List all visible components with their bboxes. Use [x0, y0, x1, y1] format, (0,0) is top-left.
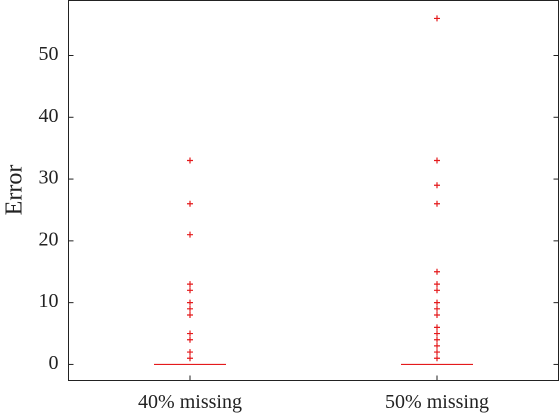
x-tick-label: 50% missing: [385, 391, 489, 413]
outlier: [434, 281, 440, 288]
outlier: [434, 200, 440, 207]
outlier: [187, 355, 193, 362]
outlier: [434, 182, 440, 189]
outlier: [187, 349, 193, 356]
outlier: [187, 157, 193, 164]
outlier: [434, 355, 440, 362]
outlier: [434, 15, 440, 22]
outlier: [187, 336, 193, 343]
x-tick-label: 40% missing: [138, 391, 242, 413]
y-tick-label: 0: [49, 352, 59, 374]
outlier: [434, 324, 440, 331]
y-tick-label: 40: [39, 105, 59, 127]
outlier: [434, 299, 440, 306]
outlier: [187, 305, 193, 312]
outlier: [434, 312, 440, 319]
axes-frame: [68, 0, 559, 381]
outlier: [187, 281, 193, 288]
outlier: [187, 299, 193, 306]
outlier: [187, 231, 193, 238]
outlier: [187, 287, 193, 294]
y-axis-label: Error: [2, 165, 28, 216]
y-tick-label: 20: [39, 228, 59, 250]
outlier: [434, 287, 440, 294]
outlier: [187, 330, 193, 337]
outlier: [187, 200, 193, 207]
y-tick-label: 30: [39, 167, 59, 189]
y-tick-label: 50: [39, 43, 59, 65]
outlier: [187, 312, 193, 319]
outlier: [434, 336, 440, 343]
outlier: [434, 330, 440, 337]
outlier: [434, 157, 440, 164]
outlier: [434, 305, 440, 312]
y-tick-label: 10: [39, 290, 59, 312]
outlier: [434, 349, 440, 356]
outlier: [434, 268, 440, 275]
outlier: [434, 342, 440, 349]
